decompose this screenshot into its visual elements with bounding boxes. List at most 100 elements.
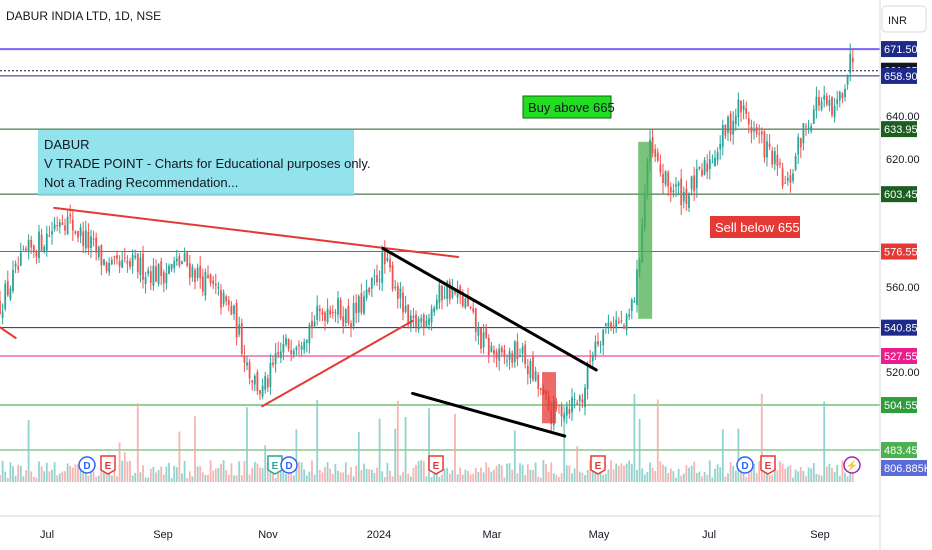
event-letter: D [741,461,748,472]
candle-body [274,353,277,364]
volume-bar [394,428,397,482]
candle-body [324,312,326,321]
event-letter: E [272,461,279,472]
candle-body [708,159,711,170]
volume-bar [685,465,688,482]
trendline-3[interactable] [261,319,414,408]
candle-body [139,257,142,276]
sell-callout[interactable]: Sell below 655 [710,216,800,238]
currency-badge[interactable]: INR [881,5,927,33]
x-tick-label: Sep [153,529,173,541]
candle-body [386,257,389,261]
candle-body [719,143,722,150]
candle-body [157,264,160,284]
dividend-event-marker[interactable]: D [280,456,298,474]
candle-body [363,296,365,314]
earnings-event-marker[interactable]: E [267,455,283,475]
candle-body [378,279,381,281]
event-letter: D [285,461,292,472]
candle-body [77,231,79,238]
volume-bar [498,463,501,482]
candle-body [142,253,144,280]
volume-bar [344,462,347,482]
volume-bar [155,472,157,482]
volume-bar [35,477,38,482]
candle-body [253,375,256,385]
volume-bar [194,416,196,482]
candle-body [438,284,441,303]
volume-bar [472,473,475,482]
candle-body [58,222,61,227]
volume-bar [58,473,61,482]
trendline-1[interactable] [53,206,460,258]
volume-bar [690,465,693,482]
volume-bar [292,475,295,482]
volume-bar [607,469,610,482]
trendlines [0,206,598,438]
volume-bar [17,464,20,482]
candle-body [846,76,849,85]
volume-bar [714,468,716,482]
earnings-event-marker[interactable]: E [760,455,776,475]
candle-body [272,362,274,365]
candle-body [818,97,820,106]
volume-bar [469,474,472,482]
volume-bar [48,471,51,482]
level-label-bg [881,243,917,260]
disclaimer-note[interactable]: DABUR V TRADE POINT - Charts for Educati… [38,130,371,196]
candle-body [170,263,173,270]
volume-bar [545,463,547,482]
earnings-event-marker[interactable]: E [428,455,444,475]
trendline-2[interactable] [0,326,17,339]
volume-bar [417,461,420,482]
candle-body [737,99,740,118]
volume-bar [786,466,789,482]
volume-bar [14,475,17,482]
flash-event-marker[interactable]: ⚡ [843,456,861,474]
volume-bar [451,469,454,482]
volume-bar [615,463,618,482]
candle-body [493,349,495,354]
candle-body [175,258,178,262]
trendline-4[interactable] [381,246,598,372]
volume-bar [464,469,467,482]
candle-body [225,296,228,302]
candle-body [279,351,282,359]
candle-body [714,157,716,167]
candle-body [149,271,152,283]
candle-body [251,380,254,383]
candle-body [103,259,105,265]
earnings-event-marker[interactable]: E [100,455,116,475]
volume-bar [92,471,95,482]
volume-bar [698,471,701,482]
volume-bar [175,467,178,482]
candle-body [396,285,399,299]
volume-bar [594,465,597,482]
candle-body [524,344,527,365]
candle-body [454,291,456,294]
volume-bar [568,465,571,482]
candle-body [105,262,108,271]
volume-bar [331,473,334,482]
volume-bar [591,466,594,482]
time-axis: Jul Sep Nov 2024 Mar May Jul Sep [40,529,830,541]
volume-bar [355,465,358,482]
x-tick-label: Sep [810,529,830,541]
volume-bar [667,472,670,482]
volume-bar [529,469,532,482]
volume-bar [261,468,264,482]
volume-bar [25,470,27,482]
candle-body [617,321,620,323]
candle-body [222,292,225,304]
candle-body [266,378,269,388]
dividend-event-marker[interactable]: D [736,456,754,474]
volume-bar [248,474,251,482]
buy-callout[interactable]: Buy above 665 [522,95,615,119]
trendline-5[interactable] [411,391,567,438]
candle-body [537,374,540,389]
candle-body [207,275,209,278]
dividend-event-marker[interactable]: D [78,456,96,474]
earnings-event-marker[interactable]: E [590,455,606,475]
candle-body [365,289,368,299]
